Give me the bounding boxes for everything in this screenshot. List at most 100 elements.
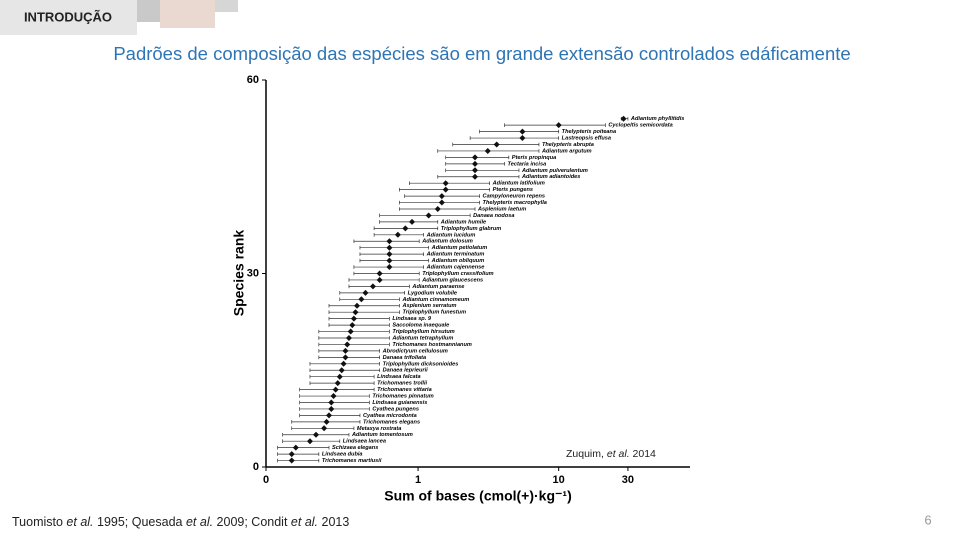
species-label: Adiantum tetraphyllum <box>391 335 453 341</box>
species-label: Trichomanes vittaria <box>377 387 432 393</box>
species-label: Cyclopeltis semicordata <box>608 123 672 129</box>
point <box>386 238 393 245</box>
point <box>620 115 627 122</box>
point <box>362 289 369 296</box>
point <box>313 431 320 438</box>
species-label: Adiantum obliquum <box>431 258 485 264</box>
point <box>409 218 416 225</box>
deco <box>160 0 215 28</box>
species-label: Lygodium volubile <box>408 290 457 296</box>
text-segment: 2013 <box>318 515 349 529</box>
point <box>438 193 445 200</box>
species-label: Trichomanes martiusii <box>322 458 382 464</box>
point <box>386 257 393 264</box>
species-label: Adiantum phyllitidis <box>630 116 684 122</box>
slide-title: Padrões de composição das espécies são e… <box>113 43 850 64</box>
point <box>292 444 299 451</box>
species-label: Triplophyllum funestum <box>402 310 466 316</box>
point <box>342 354 349 361</box>
point <box>386 244 393 251</box>
species-label: Cyathea microdonta <box>363 413 417 419</box>
x-tick-label: 10 <box>553 474 565 486</box>
species-label: Triplophyllum glabrum <box>441 226 502 232</box>
species-label: Adiantum pulverulentum <box>521 168 588 174</box>
point <box>519 128 526 135</box>
point <box>493 141 500 148</box>
species-label: Adiantum tomentosum <box>351 432 413 438</box>
species-label: Cyathea pungens <box>372 406 419 412</box>
text-segment: Tuomisto <box>12 515 66 529</box>
species-label: Danaea nodosa <box>473 213 514 219</box>
species-label: Lindsaea dubia <box>322 452 363 458</box>
species-label: Campyloneuron repens <box>483 194 545 200</box>
species-label: Asplenium serratum <box>401 303 456 309</box>
point <box>328 399 335 406</box>
species-label: Adiantum adiantoides <box>521 174 580 180</box>
x-tick-label: 30 <box>622 474 634 486</box>
point <box>330 393 337 400</box>
point <box>325 412 332 419</box>
citation: Tuomisto et al. 1995; Quesada et al. 200… <box>12 515 349 529</box>
species-label: Adiantum petiolatum <box>431 245 488 251</box>
point <box>386 264 393 271</box>
text-segment: 2014 <box>630 448 656 460</box>
point <box>484 147 491 154</box>
species-label: Triplophyllum crassifolium <box>422 271 493 277</box>
y-tick-label: 30 <box>247 267 259 279</box>
point <box>376 270 383 277</box>
x-axis-title: Sum of bases (cmol(+)·kg⁻¹) <box>384 488 571 504</box>
species-label: Thelypteris poiteana <box>562 129 616 135</box>
species-label: Triplophyllum hirsutum <box>392 329 454 335</box>
point <box>306 438 313 445</box>
point <box>438 199 445 206</box>
species-label: Trichomanes hostmannianum <box>392 342 471 348</box>
species-label: Adiantum argutum <box>541 148 592 154</box>
point <box>328 405 335 412</box>
species-label: Adiantum humile <box>440 219 486 225</box>
species-label: Danaea trifoliata <box>383 355 427 361</box>
x-tick-label: 1 <box>415 474 421 486</box>
source-note: Zuquim, et al. 2014 <box>566 448 656 460</box>
point <box>323 418 330 425</box>
species-label: Triplophyllum dicksonioides <box>383 361 459 367</box>
point <box>332 386 339 393</box>
point <box>352 309 359 316</box>
text-segment: et al. <box>66 515 93 529</box>
point <box>288 451 295 458</box>
species-label: Adiantum latifolium <box>492 181 545 187</box>
point <box>369 283 376 290</box>
point <box>349 322 356 329</box>
species-label: Lindsaea falcata <box>377 374 421 380</box>
species-label: Lindsaea lancea <box>343 439 386 445</box>
point <box>334 380 341 387</box>
point <box>472 167 479 174</box>
point <box>425 212 432 219</box>
point <box>472 173 479 180</box>
point <box>555 122 562 129</box>
species-label: Lindsaea sp. 9 <box>392 316 431 322</box>
point <box>519 135 526 142</box>
species-label: Abrodictyum cellulosum <box>382 348 448 354</box>
species-label: Tectaria incisa <box>508 161 547 167</box>
text-segment: et al. <box>186 515 213 529</box>
species-label: Metaxya rostrata <box>357 426 401 432</box>
point <box>347 328 354 335</box>
text-segment: et al. <box>607 448 630 460</box>
species-label: Trichomanes elegans <box>363 419 420 425</box>
species-label: Trichomanes pinnatum <box>372 394 433 400</box>
point <box>442 180 449 187</box>
point <box>340 360 347 367</box>
species-label: Adiantum lucidum <box>426 232 476 238</box>
species-label: Saccoloma inaequale <box>392 323 449 329</box>
text-segment: Zuquim, <box>566 448 607 460</box>
page-number: 6 <box>924 512 931 527</box>
species-label: Pteris pungens <box>493 187 533 193</box>
point <box>394 231 401 238</box>
point <box>354 302 361 309</box>
text-segment: 2009; Condit <box>213 515 291 529</box>
text-segment: 1995; Quesada <box>94 515 186 529</box>
point <box>358 296 365 303</box>
point <box>288 457 295 464</box>
species-label: Adiantum glaucescens <box>421 277 483 283</box>
